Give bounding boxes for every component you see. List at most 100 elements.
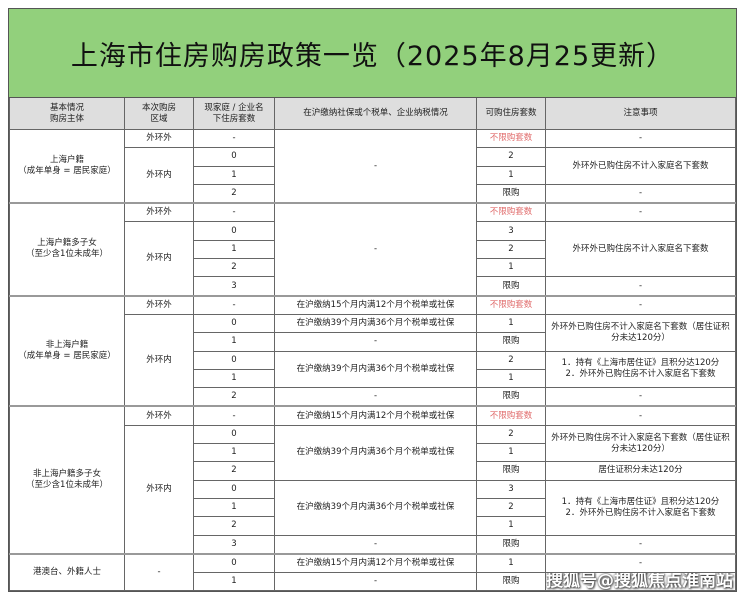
table-cell: 2 <box>476 350 546 370</box>
table-cell: - <box>274 534 477 555</box>
unlimited-badge: 不限购套数 <box>476 294 546 315</box>
table-cell: 外环外已购住房不计入家庭名下套数（居住证积分未达120分） <box>545 313 736 352</box>
column-header: 本次购房 区域 <box>124 98 194 130</box>
table-cell: - <box>124 552 194 592</box>
table-row: 港澳台、外籍人士 -0 在沪缴纳15个月内满12个月个税单或社保 1- <box>9 552 736 592</box>
table-cell: - <box>545 405 736 426</box>
unlimited-badge: 不限购套数 <box>476 405 546 426</box>
table-cell: 0 <box>193 552 275 574</box>
table-cell: 1 <box>476 552 546 574</box>
table-cell: 港澳台、外籍人士 <box>9 552 125 592</box>
table-cell: 居住证积分未达120分 <box>545 461 736 481</box>
table-cell: 外环外 <box>124 405 194 426</box>
table-cell: 1 <box>193 572 275 592</box>
table-cell: - <box>545 183 736 204</box>
table-cell: 1 <box>476 313 546 334</box>
table-cell: 外环内 <box>124 147 194 204</box>
table-cell: 外环外 <box>124 202 194 223</box>
table-cell: 在沪缴纳39个月内满36个月个税单或社保 <box>274 479 477 536</box>
table-cell: 在沪缴纳15个月内满12个月个税单或社保 <box>274 552 477 574</box>
table-cell: 限购 <box>476 461 546 481</box>
column-header: 在沪缴纳社保或个税单、企业纳税情况 <box>274 98 477 130</box>
table-cell: 1 <box>193 332 275 352</box>
table-cell: 1．持有《上海市居住证》且积分达120分 2．外环外已购住房不计入家庭名下套数 <box>545 350 736 389</box>
table-row: 上海户籍 （成年单身 = 居民家庭） 外环外 - - 不限购套数 - <box>9 128 736 204</box>
table-cell: 3 <box>476 479 546 499</box>
table-row: 非上海户籍多子女 （至少含1位未成年） 外环外 - 在沪缴纳15个月内满12个月个税单或… <box>9 405 736 555</box>
table-cell: 0 <box>193 479 275 499</box>
table-cell: 外环内 <box>124 221 194 297</box>
table-cell: 0 <box>193 350 275 370</box>
table-cell: 3 <box>476 221 546 241</box>
table-cell: 上海户籍多子女 （至少含1位未成年） <box>9 202 125 297</box>
table-cell: 0 <box>193 147 275 167</box>
table-cell: 0 <box>193 424 275 445</box>
table-row: 3- 限购 - <box>10 534 736 555</box>
table-cell: 2 <box>476 497 546 518</box>
table-cell: 外环外 <box>124 294 194 315</box>
column-header: 可购住房套数 <box>476 98 546 130</box>
table-cell: - <box>274 332 477 352</box>
page-title: 上海市住房购房政策一览（2025年8月25更新） <box>9 9 736 98</box>
table-cell: 2 <box>193 461 275 481</box>
table-cell: 外环内 <box>124 313 194 407</box>
table-cell: 在沪缴纳39个月内满36个月个税单或社保 <box>274 350 477 389</box>
table-cell: - <box>274 572 477 592</box>
table-cell: - <box>193 202 275 223</box>
table-cell: 1 <box>193 443 275 463</box>
table-row: 非上海户籍 （成年单身 = 居民家庭） 外环外 - 在沪缴纳15个月内满12个月个税单或… <box>9 294 736 407</box>
unlimited-badge: 不限购套数 <box>476 202 546 223</box>
table-cell: 限购 <box>476 572 546 592</box>
table-cell: 上海户籍 （成年单身 = 居民家庭） <box>9 129 125 204</box>
table-cell: 1 <box>476 516 546 536</box>
table-cell: - <box>193 405 275 426</box>
table-cell: - <box>545 128 736 149</box>
table-cell: 外环内 <box>124 424 194 555</box>
table-cell: - <box>545 552 736 574</box>
table-cell: 外环外 <box>124 128 194 149</box>
unlimited-badge: 不限购套数 <box>476 128 546 149</box>
table-cell: 2 <box>193 516 275 536</box>
policy-table: 基本情况 购房主体 本次购房 区域 现家庭 / 企业名 下住房套数 在沪缴纳社保或个税单、企… <box>9 98 736 592</box>
table-cell: - <box>545 294 736 315</box>
table-cell: - <box>545 534 736 555</box>
table-cell: 2 <box>193 387 275 407</box>
table-cell: - <box>545 387 736 407</box>
table-cell: 1 <box>193 239 275 260</box>
table-row: 2- 限购 - <box>10 387 736 407</box>
watermark: 搜狐号@搜狐焦点淮南站 <box>546 572 734 591</box>
table-row: 外环内 0 3 外环外已购住房不计入家庭名下套数 <box>10 221 736 297</box>
table-cell: - <box>274 202 477 297</box>
table-cell: 在沪缴纳39个月内满36个月个税单或社保 <box>274 424 477 481</box>
column-header: 现家庭 / 企业名 下住房套数 <box>193 98 275 130</box>
table-cell: 2 <box>193 258 275 278</box>
table-cell: 0 <box>193 313 275 334</box>
table-cell: 1 <box>476 443 546 463</box>
table-cell: - <box>274 129 477 204</box>
table-cell: 外环外已购住房不计入家庭名下套数 <box>545 221 736 278</box>
table-cell: 1．持有《上海市居住证》且积分达120分 2．外环外已购住房不计入家庭名下套数 <box>545 479 736 536</box>
table-cell: - <box>274 387 477 407</box>
table-row: 3 限购 - <box>10 276 736 297</box>
table-cell: 1 <box>476 258 546 278</box>
table-cell: 非上海户籍 （成年单身 = 居民家庭） <box>9 294 125 407</box>
table-cell: 3 <box>193 534 275 555</box>
table-cell: - <box>193 294 275 315</box>
table-cell: 在沪缴纳15个月内满12个月个税单或社保 <box>274 405 477 426</box>
table-cell: 限购 <box>476 276 546 297</box>
table-cell: 限购 <box>476 534 546 555</box>
table-row: 外环内 0 2 外环外已购住房不计入家庭名下套数 <box>10 147 736 204</box>
table-row: 0 在沪缴纳39个月内满36个月个税单或社保 2 1．持有《上海市居住证》且积分达12… <box>10 350 736 389</box>
table-cell: 1 <box>476 165 546 185</box>
table-row: 上海户籍多子女 （至少含1位未成年） 外环外 - - 不限购套数 - <box>9 202 736 297</box>
table-cell: 外环外已购住房不计入家庭名下套数 <box>545 147 736 185</box>
table-cell: 2 <box>476 239 546 260</box>
table-cell: - <box>545 202 736 223</box>
header-row: 基本情况 购房主体 本次购房 区域 现家庭 / 企业名 下住房套数 在沪缴纳社保或个税单、企… <box>9 98 736 130</box>
table-cell: 1 <box>476 368 546 389</box>
table-cell: 限购 <box>476 332 546 352</box>
